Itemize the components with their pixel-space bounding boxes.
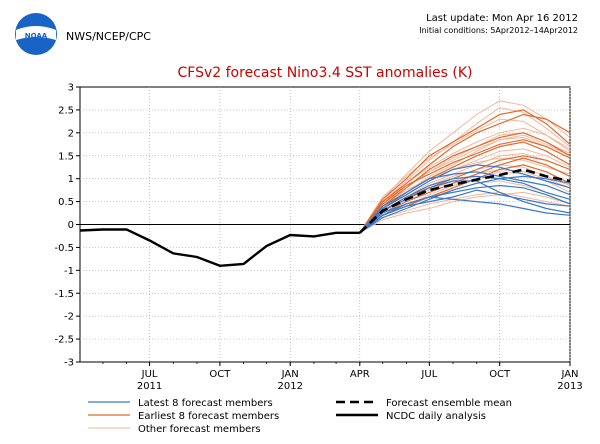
latest-member-line <box>359 196 571 234</box>
logo-text: NOAA <box>25 32 48 40</box>
ytick-label: -1.5 <box>54 289 74 300</box>
other-member-line <box>359 136 571 234</box>
legend: Latest 8 forecast members Earliest 8 fore… <box>88 398 512 435</box>
latest-member-line <box>359 171 571 234</box>
latest-member-line <box>359 175 571 234</box>
legend-label: NCDC daily analysis <box>386 411 486 422</box>
earliest-member-line <box>359 139 571 234</box>
legend-label: Forecast ensemble mean <box>386 398 512 409</box>
ytick-label: 1 <box>68 174 74 185</box>
legend-label: Earliest 8 forecast members <box>138 411 279 422</box>
chart-title: CFSv2 forecast Nino3.4 SST anomalies (K) <box>178 65 473 81</box>
xtick-label: OCT <box>209 369 231 380</box>
series <box>79 100 571 268</box>
ytick-label: 0.5 <box>58 197 74 208</box>
ytick-label: -2 <box>64 312 74 323</box>
xtick-label: OCT <box>489 369 511 380</box>
other-member-line <box>359 157 571 234</box>
xtick-label: APR <box>350 369 370 380</box>
last-update: Last update: Mon Apr 16 2012 <box>426 13 578 24</box>
ytick-label: -3 <box>64 358 74 369</box>
ytick-label: 1.5 <box>58 151 74 162</box>
logo-bird-shape <box>16 26 56 40</box>
xtick-year-label: 2012 <box>277 381 302 392</box>
xtick-label: JAN <box>281 369 299 380</box>
xtick-label: JAN <box>560 369 578 380</box>
noaa-logo: NOAA <box>15 13 57 55</box>
earliest-member-line <box>359 157 571 234</box>
latest-member-line <box>359 184 571 234</box>
other-member-line <box>359 118 571 234</box>
observed-line <box>79 228 360 268</box>
ytick-label: 3 <box>68 83 74 94</box>
xtick-year-label: 2011 <box>137 381 162 392</box>
ytick-label: -1 <box>64 266 74 277</box>
other-member-line <box>359 191 571 234</box>
earliest-member-line <box>359 132 571 234</box>
ytick-label: 2.5 <box>58 105 74 116</box>
ytick-label: -2.5 <box>54 335 74 346</box>
other-member-line <box>359 191 571 234</box>
xtick-year-label: 2013 <box>557 381 582 392</box>
legend-label: Latest 8 forecast members <box>138 398 273 409</box>
earliest-member-line <box>359 141 571 234</box>
legend-label: Other forecast members <box>138 424 261 435</box>
org-name: NWS/NCEP/CPC <box>66 30 151 43</box>
ytick-label: 0 <box>68 220 74 231</box>
earliest-member-line <box>359 109 571 234</box>
initial-conditions: Initial conditions: 5Apr2012–14Apr2012 <box>419 26 578 35</box>
ensemble-mean-line <box>358 168 571 234</box>
xtick-label: JUL <box>141 369 158 380</box>
xtick-label: JUL <box>420 369 437 380</box>
ytick-label: -0.5 <box>54 243 74 254</box>
ytick-label: 2 <box>68 128 74 139</box>
latest-member-line <box>359 189 571 234</box>
y-axis: -3 -2.5 -2 -1.5 -1 -0.5 0 0.5 1 1.5 2 2.5 3 <box>54 83 80 369</box>
other-member-line <box>359 107 571 234</box>
